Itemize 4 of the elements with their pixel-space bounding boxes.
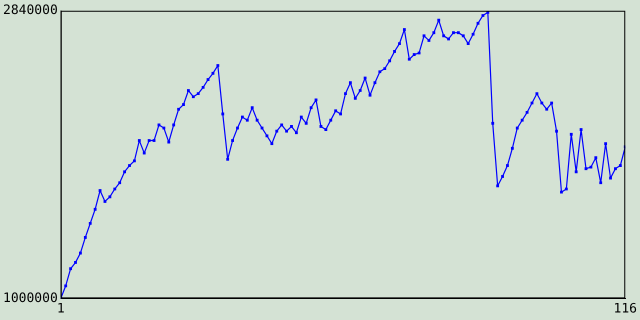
y-tick-label: 1000000 xyxy=(2,290,58,306)
x-tick-label: 1 xyxy=(56,302,65,317)
x-tick-label: 116 xyxy=(614,302,637,317)
y-tick-label: 2840000 xyxy=(2,3,58,18)
